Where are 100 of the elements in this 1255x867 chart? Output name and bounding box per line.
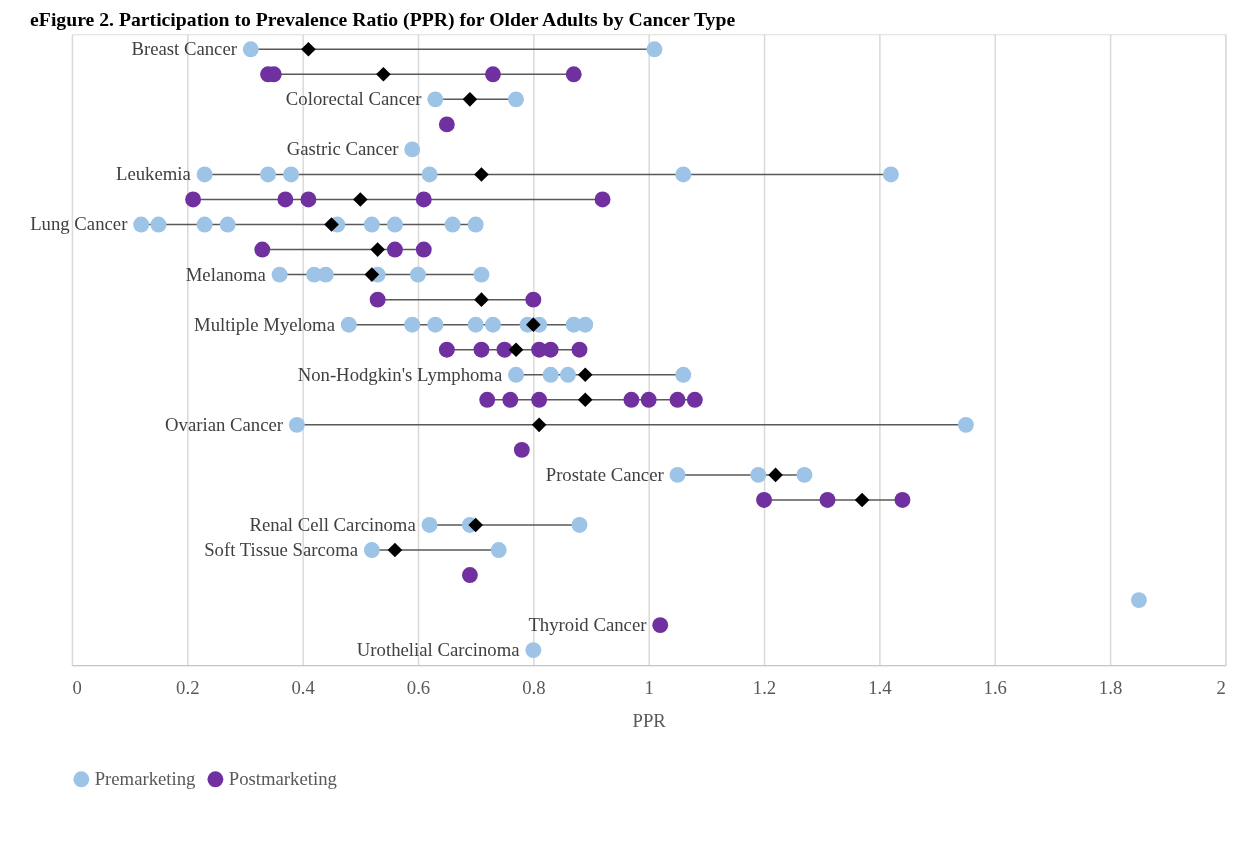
point	[421, 517, 438, 533]
point	[363, 542, 380, 558]
point	[525, 291, 542, 308]
point	[300, 191, 317, 208]
point	[474, 167, 489, 182]
point	[531, 391, 548, 408]
point	[508, 342, 524, 358]
point	[768, 467, 783, 483]
point	[652, 617, 669, 634]
point	[854, 492, 870, 508]
legend-label: Postmarketing	[228, 768, 337, 790]
y-tick-label: Leukemia	[115, 163, 192, 185]
point	[415, 191, 432, 208]
x-tick-label: 1.2	[752, 677, 777, 699]
point	[485, 316, 501, 333]
point	[594, 191, 611, 208]
point	[675, 166, 692, 183]
point	[525, 642, 542, 659]
point	[387, 542, 403, 558]
x-tick-label: 1.4	[868, 677, 893, 699]
chart-title: eFigure 2. Participation to Prevalence Ratio (PPR) for Older Adults by Cancer Type	[30, 8, 736, 32]
y-tick-label: Colorectal Cancer	[285, 88, 423, 110]
y-tick-label: Lung Cancer	[30, 213, 129, 235]
point	[461, 567, 478, 583]
y-tick-label: Thyroid Cancer	[528, 614, 648, 636]
point	[1130, 592, 1147, 609]
point	[150, 216, 167, 233]
x-axis-title: PPR	[632, 709, 667, 731]
point	[640, 391, 657, 408]
point	[577, 367, 593, 383]
x-tick-label: 2	[1216, 677, 1226, 699]
point	[468, 517, 483, 533]
point	[474, 292, 489, 307]
point	[577, 316, 594, 333]
point	[882, 166, 899, 183]
point	[669, 466, 686, 483]
point	[410, 266, 426, 283]
point	[750, 466, 767, 483]
point	[467, 316, 484, 333]
y-tick-label: Urothelial Carcinoma	[356, 639, 521, 661]
point	[542, 366, 559, 383]
point	[957, 416, 974, 433]
point	[577, 392, 593, 408]
y-tick-label: Gastric Cancer	[286, 138, 400, 160]
point	[894, 492, 911, 508]
x-tick-label: 0.2	[176, 677, 200, 699]
x-tick-label: 1	[644, 677, 654, 699]
point	[479, 391, 496, 408]
point	[444, 216, 461, 233]
point	[133, 216, 150, 233]
y-tick-label: Melanoma	[185, 263, 267, 285]
point	[756, 492, 772, 508]
point	[438, 341, 455, 358]
y-tick-label: Multiple Myeloma	[194, 313, 336, 335]
point	[219, 216, 236, 233]
point	[796, 466, 813, 483]
point	[462, 92, 478, 107]
point	[508, 366, 524, 383]
point	[485, 66, 501, 83]
point	[686, 391, 703, 408]
point	[565, 66, 582, 83]
point	[490, 542, 507, 558]
point	[473, 266, 490, 283]
point	[364, 267, 380, 282]
x-tick-label: 0.4	[291, 677, 316, 699]
y-tick-label: Prostate Cancer	[545, 463, 665, 485]
point	[369, 291, 386, 308]
point	[819, 492, 836, 508]
point	[508, 91, 524, 108]
point	[421, 166, 438, 183]
point	[363, 216, 380, 233]
y-tick-label: Non-Hodgkin's Lymphoma	[297, 363, 503, 385]
point	[196, 216, 213, 233]
point	[623, 391, 640, 408]
point	[496, 341, 513, 358]
x-tick-label: 0	[72, 677, 82, 699]
y-tick-label: Renal Cell Carcinoma	[249, 513, 417, 535]
point	[646, 41, 663, 58]
point	[502, 391, 519, 408]
point	[353, 192, 368, 207]
point	[571, 517, 588, 533]
point	[242, 41, 259, 58]
x-tick-label: 0.8	[522, 677, 546, 699]
point	[438, 116, 455, 133]
point	[376, 67, 391, 82]
point	[288, 416, 305, 433]
point	[513, 441, 530, 458]
point	[254, 241, 271, 258]
y-tick-label: Ovarian Cancer	[165, 413, 284, 435]
y-tick-label: Soft Tissue Sarcoma	[204, 538, 359, 560]
point	[386, 216, 403, 233]
point	[669, 391, 686, 408]
point	[271, 266, 288, 283]
point	[427, 91, 444, 108]
point	[370, 242, 385, 257]
x-tick-label: 1.6	[983, 677, 1007, 699]
point	[277, 191, 294, 208]
point	[386, 241, 403, 258]
point	[196, 166, 213, 183]
point	[571, 341, 588, 358]
